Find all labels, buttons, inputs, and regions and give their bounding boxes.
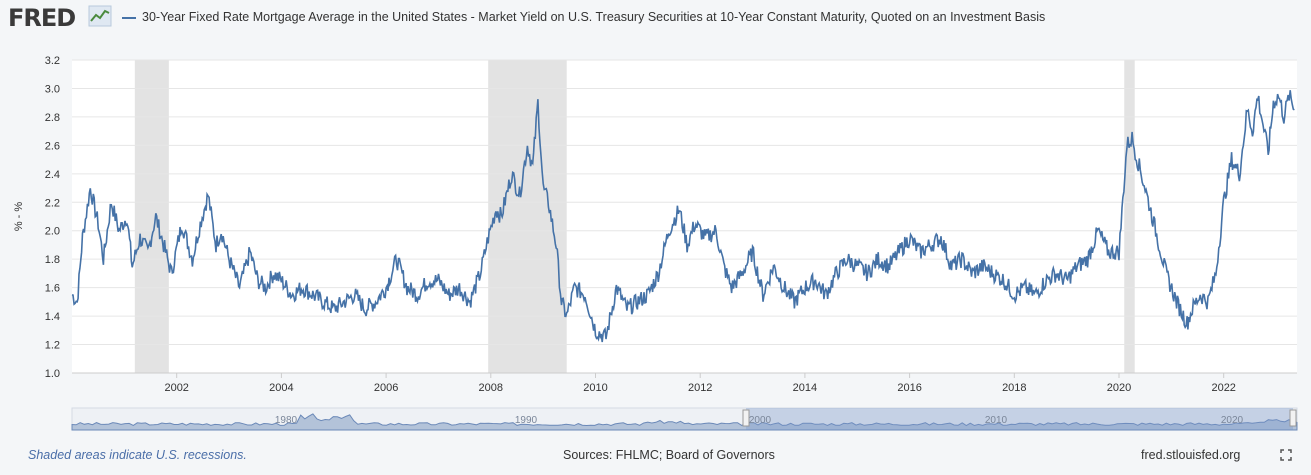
y-tick-label: 1.2 xyxy=(45,340,60,352)
navigator-handle-left[interactable] xyxy=(742,409,750,427)
y-tick-label: 1.0 xyxy=(45,368,60,380)
sources-text: Sources: FHLMC; Board of Governors xyxy=(563,448,775,462)
navigator-series xyxy=(71,413,1298,431)
x-tick-label: 2014 xyxy=(793,382,817,394)
y-tick-label: 1.6 xyxy=(45,283,60,295)
y-tick-label: 2.2 xyxy=(45,197,60,209)
x-tick-label: 2010 xyxy=(583,382,607,394)
y-tick-label: 2.0 xyxy=(45,226,60,238)
plot-area xyxy=(72,60,1297,373)
y-tick-label: 2.4 xyxy=(45,169,60,181)
navigator-label: 2010 xyxy=(985,415,1008,426)
y-tick-label: 2.6 xyxy=(45,140,60,152)
recession-band xyxy=(134,60,169,373)
navigator-handle-right[interactable] xyxy=(1289,409,1297,427)
fred-logo-chart-icon xyxy=(88,5,112,27)
y-tick-label: 1.8 xyxy=(45,254,60,266)
y-tick-label: 3.0 xyxy=(45,83,60,95)
y-tick-label: 1.4 xyxy=(45,311,60,323)
recessions-note: Shaded areas indicate U.S. recessions. xyxy=(28,448,247,462)
chart-canvas[interactable]: 1.0 1.2 1.4 1.6 1.8 2.0 2.2 2.4 2.6 2.8 3.0 3.2 2002… xyxy=(0,0,1311,445)
y-tick-label: 3.2 xyxy=(45,55,60,67)
x-tick-label: 2006 xyxy=(374,382,398,394)
site-link[interactable]: fred.stlouisfed.org xyxy=(1141,448,1241,462)
navigator-label: 2000 xyxy=(749,415,772,426)
x-tick-label: 2002 xyxy=(164,382,188,394)
y-tick-label: 2.8 xyxy=(45,112,60,124)
navigator-label: 2020 xyxy=(1221,415,1244,426)
fullscreen-icon[interactable] xyxy=(1280,449,1292,461)
chart-header: FRED 30-Year Fixed Rate Mortgage Average… xyxy=(0,0,1311,40)
x-tick-label: 2012 xyxy=(688,382,712,394)
x-tick-label: 2016 xyxy=(897,382,921,394)
x-tick-label: 2004 xyxy=(269,382,293,394)
series-legend[interactable]: 30-Year Fixed Rate Mortgage Average in t… xyxy=(122,10,1045,24)
fred-logo[interactable]: FRED xyxy=(8,4,76,32)
x-tick-label: 2022 xyxy=(1211,382,1235,394)
navigator-label: 1980 xyxy=(275,415,298,426)
navigator-label: 1990 xyxy=(515,415,538,426)
navigator-selection xyxy=(746,408,1293,430)
x-tick-label: 2018 xyxy=(1002,382,1026,394)
recession-band xyxy=(1124,60,1135,373)
series-line xyxy=(71,90,1295,343)
y-axis-title: % - % xyxy=(13,202,25,232)
x-tick-label: 2008 xyxy=(479,382,503,394)
series-legend-label: 30-Year Fixed Rate Mortgage Average in t… xyxy=(142,10,1046,24)
x-tick-label: 2020 xyxy=(1107,382,1131,394)
series-legend-swatch xyxy=(122,16,136,19)
